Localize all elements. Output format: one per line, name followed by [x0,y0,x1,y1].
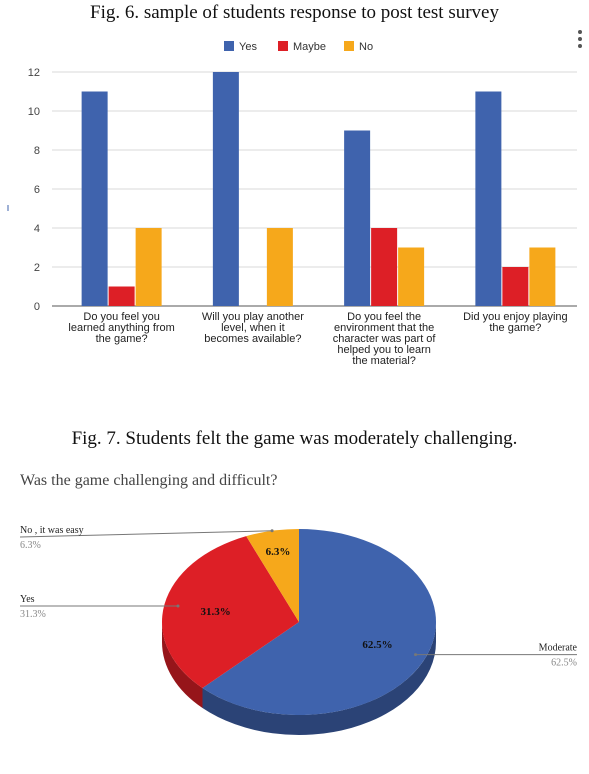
y-tick-label: 8 [34,145,40,157]
bar-yes [475,91,502,306]
pie-outside-label: No , it was easy [20,525,84,536]
category-label-line: Do you feel the [347,311,421,323]
category-label: Did you enjoy playing the game? [463,311,568,334]
leader-dot [176,604,180,608]
bar-yes [344,130,371,306]
legend: Yes Maybe No [224,41,373,53]
y-tick-label: 4 [34,223,40,235]
pie-slice-no [246,529,299,622]
y-tick-label: 0 [34,301,40,313]
y-tick-label: 6 [34,184,40,196]
category-label-line: environment that the [334,322,434,334]
category-label-line: character was part of [333,333,437,345]
pie-outside-label: Yes [20,594,35,605]
leader-dot [270,529,274,533]
category-label-line: becomes available? [204,333,301,345]
y-tick-label: 12 [28,67,40,79]
pie-chart: Was the game challenging and difficult? 6… [19,472,578,735]
category-label-line: Do you feel you [83,311,159,323]
slice-value-label: 62.5% [362,639,392,651]
category-label-line: Will you play another [202,311,304,323]
category-label-line: the game? [96,333,148,345]
legend-label-no: No [359,41,373,53]
bar-no [266,228,293,306]
pie-side-yes [162,622,203,709]
y-tick-label: 2 [34,262,40,274]
category-label-line: level, when it [221,322,285,334]
bar-no [398,247,425,306]
legend-label-maybe: Maybe [293,41,326,53]
figure-7-caption: Fig. 7. Students felt the game was moder… [71,428,518,449]
category-label-line: helped you to learn [337,344,431,356]
pie-side-moderate [202,622,437,735]
slice-value-label: 6.3% [266,546,291,558]
category-label-line: the material? [352,355,416,367]
legend-swatch-no [344,41,354,51]
leader-dot [414,653,418,657]
pie-slice-moderate [202,529,436,715]
pie-outside-percent: 6.3% [20,540,41,551]
pie-outside-label: Moderate [539,643,578,654]
leader-line [19,530,273,538]
y-tick-label: 10 [28,106,40,118]
more-options-icon[interactable] [577,30,583,52]
category-label: Will you play another level, when it becom… [202,311,304,345]
bar-maybe [371,228,398,306]
bar-chart: Yes Maybe No 0 2 4 6 8 10 12 Do you feel you learne… [7,41,577,367]
pie-title: Was the game challenging and difficult? [20,472,277,489]
pie-slice-yes [162,536,299,689]
bar-maybe [108,286,135,306]
category-label: Do you feel the environment that the chara… [333,311,437,367]
category-label-line: learned anything from [68,322,174,334]
category-label: Do you feel you learned anything from the … [68,311,174,345]
bar-no [135,228,162,306]
bar-yes [81,91,108,306]
bar-maybe [502,267,529,306]
category-label-line: the game? [489,322,541,334]
legend-swatch-maybe [278,41,288,51]
slice-value-label: 31.3% [201,606,231,618]
legend-swatch-yes [224,41,234,51]
legend-label-yes: Yes [239,41,257,53]
pie-outside-percent: 31.3% [20,609,46,620]
category-label-line: Did you enjoy playing [463,311,568,323]
bar-no [529,247,556,306]
bar-yes [212,72,239,306]
pie-outside-percent: 62.5% [551,658,577,669]
figure-6-caption: Fig. 6. sample of students response to p… [90,2,499,23]
